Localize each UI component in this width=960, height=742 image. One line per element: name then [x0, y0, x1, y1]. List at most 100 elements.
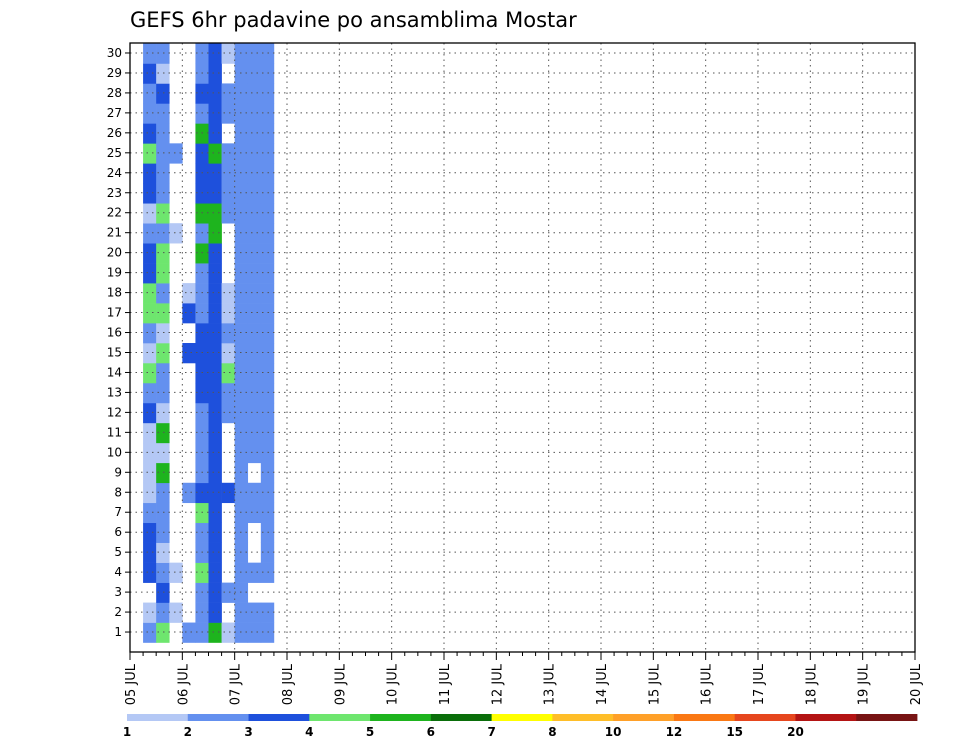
- legend-label: 8: [548, 725, 556, 739]
- precip-cell: [143, 422, 157, 444]
- precip-cell: [156, 362, 170, 384]
- legend-swatch: [127, 714, 189, 721]
- y-tick-label: 30: [107, 46, 122, 60]
- precip-cell: [260, 103, 275, 124]
- precip-cell: [156, 223, 170, 244]
- precip-cell: [208, 343, 222, 364]
- precip-cell: [221, 402, 235, 424]
- precip-cell: [143, 283, 157, 304]
- precip-cell: [247, 163, 262, 184]
- precip-cell: [208, 442, 222, 464]
- y-tick-label: 29: [107, 66, 122, 80]
- precip-cell: [182, 343, 196, 364]
- y-tick-label: 17: [107, 306, 122, 320]
- precip-cell: [260, 43, 275, 64]
- legend-label: 5: [366, 725, 374, 739]
- legend-swatch: [248, 714, 310, 721]
- precip-cell: [234, 422, 249, 444]
- precip-cell: [169, 602, 183, 623]
- precip-cell: [143, 243, 157, 264]
- precip-cell: [221, 582, 235, 603]
- precip-cell: [195, 243, 209, 264]
- y-tick-label: 7: [114, 505, 122, 519]
- precip-cell: [208, 243, 222, 264]
- x-tick-label: 19 JUL: [857, 663, 872, 705]
- precip-cell: [208, 522, 222, 543]
- precip-cell: [195, 323, 209, 344]
- precip-cell: [260, 283, 275, 304]
- precip-cell: [234, 243, 249, 264]
- x-tick-label: 08 JUL: [281, 663, 296, 705]
- precip-cell: [156, 522, 170, 543]
- precip-cell: [143, 402, 157, 424]
- precip-cell: [208, 183, 222, 204]
- precip-cell: [143, 442, 157, 464]
- precip-cell: [195, 462, 209, 484]
- precip-cell: [156, 343, 170, 364]
- precip-cell: [143, 562, 157, 583]
- precip-cell: [156, 542, 170, 563]
- precip-cell: [143, 183, 157, 204]
- y-axis: 1234567891011121314151617181920212223242…: [107, 46, 130, 639]
- precip-cell: [143, 143, 157, 164]
- precip-cell: [208, 283, 222, 304]
- precip-cell: [156, 43, 170, 64]
- precip-cell: [260, 343, 275, 364]
- precip-cell: [156, 303, 170, 324]
- precip-cell: [260, 462, 275, 484]
- grid-layer: [130, 43, 915, 652]
- precip-cell: [260, 362, 275, 384]
- legend-label: 12: [666, 725, 683, 739]
- precip-cell: [195, 223, 209, 244]
- precip-cell: [260, 562, 275, 583]
- precip-cell: [234, 482, 249, 504]
- precip-cell: [208, 402, 222, 424]
- precip-cell: [143, 43, 157, 64]
- y-tick-label: 9: [114, 465, 122, 479]
- precip-cell: [195, 442, 209, 464]
- precip-cell: [208, 462, 222, 484]
- x-tick-label: 15 JUL: [647, 663, 662, 705]
- precip-cell: [143, 602, 157, 623]
- legend-swatch: [552, 714, 614, 721]
- precip-cell: [195, 123, 209, 144]
- precip-cell: [247, 382, 262, 404]
- precip-cell: [234, 203, 249, 224]
- precip-cell: [195, 203, 209, 224]
- precip-cell: [234, 343, 249, 364]
- precip-cell: [156, 382, 170, 404]
- legend-label: 7: [487, 725, 495, 739]
- precip-cell: [156, 482, 170, 504]
- precip-cell: [208, 143, 222, 164]
- precip-cell: [221, 362, 235, 384]
- precip-cell: [247, 283, 262, 304]
- precip-cell: [208, 622, 222, 643]
- precip-cell: [169, 223, 183, 244]
- precip-cell: [195, 143, 209, 164]
- precip-cell: [247, 622, 262, 643]
- legend-swatch: [370, 714, 432, 721]
- precip-cell: [234, 223, 249, 244]
- precip-cell: [195, 362, 209, 384]
- precip-cell: [143, 63, 157, 84]
- precip-cell: [234, 462, 249, 484]
- precip-cell: [195, 522, 209, 543]
- x-tick-label: 11 JUL: [438, 663, 453, 705]
- precip-cell: [247, 143, 262, 164]
- precip-cell: [221, 203, 235, 224]
- precip-cell: [208, 422, 222, 444]
- precip-cell: [247, 502, 262, 524]
- legend-swatch: [856, 714, 918, 721]
- precip-cell: [247, 203, 262, 224]
- precip-cell: [247, 362, 262, 384]
- precip-cell: [208, 203, 222, 224]
- precip-cell: [156, 163, 170, 184]
- precip-cell: [247, 482, 262, 504]
- precip-cell: [195, 402, 209, 424]
- precip-cell: [221, 622, 235, 643]
- precip-cell: [260, 422, 275, 444]
- legend-label: 1: [123, 725, 131, 739]
- y-tick-label: 25: [107, 146, 122, 160]
- precip-cell: [234, 442, 249, 464]
